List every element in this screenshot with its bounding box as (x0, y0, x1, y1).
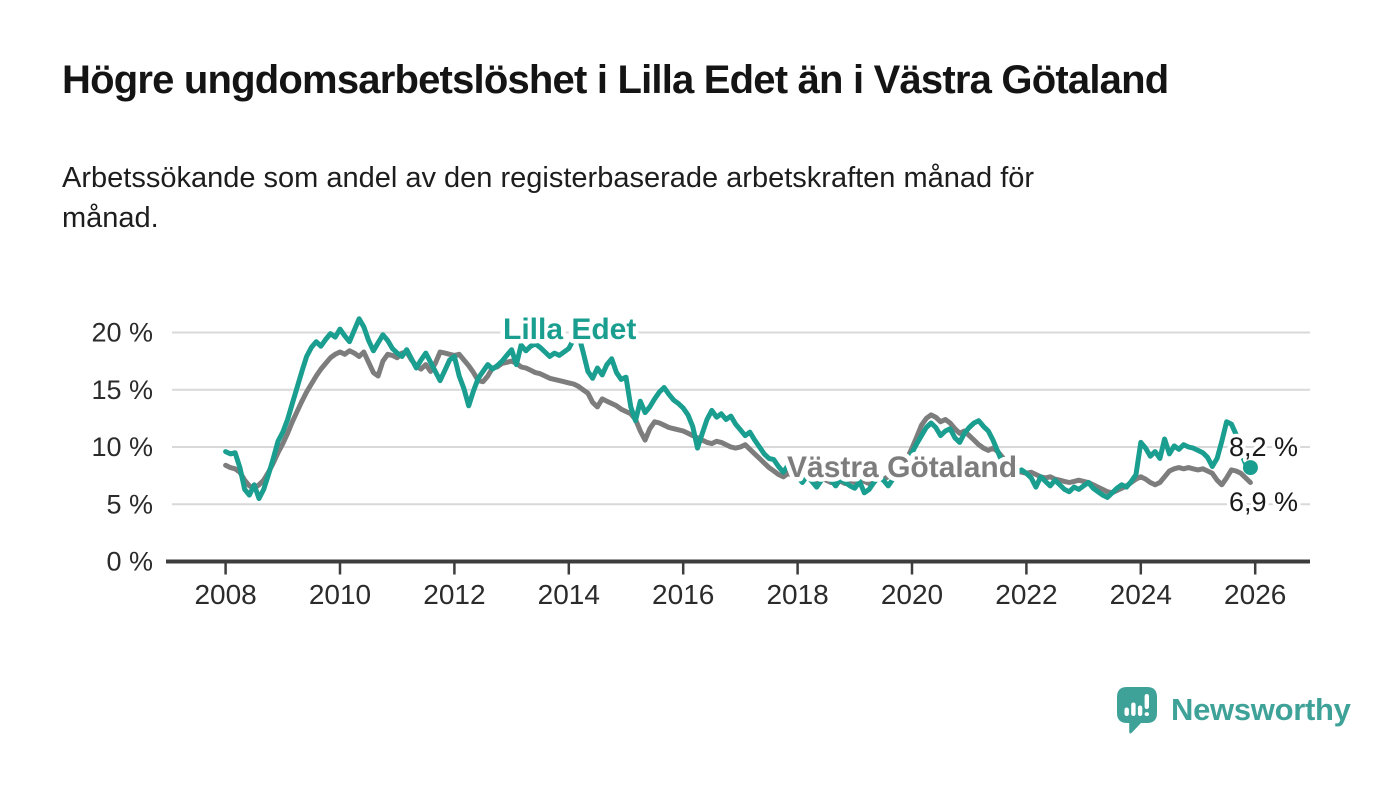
series-label-lilla-edet: Lilla Edet (503, 313, 636, 346)
newsworthy-logo-icon (1117, 687, 1157, 734)
x-axis-tick-label: 2010 (309, 579, 371, 610)
logo-bar-chart-glyph (1124, 694, 1149, 716)
newsworthy-logo: Newsworthy (1114, 684, 1351, 736)
newsworthy-logo-text: Newsworthy (1171, 692, 1351, 727)
series-line-lilla-edet (223, 316, 1253, 501)
series-end-dot-lilla-edet (1242, 460, 1258, 476)
chart-subtitle: Arbetssökande som andel av den registerb… (62, 162, 1035, 235)
end-value-label-lilla-edet: 8,2 % (1229, 432, 1298, 462)
end-value-label-vastra-gotaland: 6,9 % (1229, 487, 1298, 517)
x-axis-tick-label: 2024 (1110, 579, 1172, 610)
x-axis-tick-label: 2016 (652, 579, 714, 610)
y-axis-tick-label: 0 % (106, 547, 153, 577)
x-axis-tick-label: 2026 (1224, 579, 1286, 610)
x-axis-tick-label: 2008 (194, 579, 256, 610)
x-axis-tick-label: 2018 (766, 579, 828, 610)
logo-bubble-shape (1117, 687, 1157, 734)
y-axis-tick-label: 15 % (91, 375, 153, 405)
y-axis-tick-label: 20 % (91, 318, 153, 348)
series-label-vastra-gotaland: Västra Götaland (787, 451, 1017, 484)
series-line-vastra-gotaland (223, 348, 1253, 496)
x-axis-tick-label: 2020 (881, 579, 943, 610)
x-axis-tick-label: 2022 (995, 579, 1057, 610)
y-axis-tick-label: 5 % (106, 489, 153, 519)
page-title: Högre ungdomsarbetslöshet i Lilla Edet ä… (62, 58, 1169, 102)
y-axis-tick-label: 10 % (91, 432, 153, 462)
x-axis-tick-label: 2012 (423, 579, 485, 610)
x-axis-tick-label: 2014 (538, 579, 600, 610)
